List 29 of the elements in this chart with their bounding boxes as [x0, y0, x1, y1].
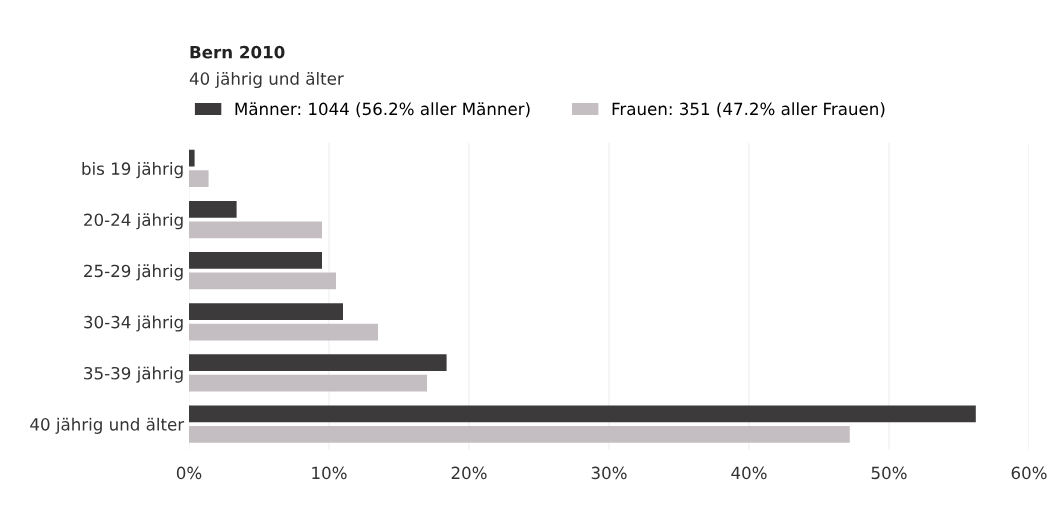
- bar: [189, 149, 195, 167]
- y-tick-label: 35-39 jährig: [84, 366, 183, 383]
- bar: [189, 405, 976, 423]
- chart-subtitle: 40 jährig und älter: [189, 71, 344, 89]
- x-tick-label: 20%: [451, 466, 487, 480]
- x-tick-label: 60%: [1011, 466, 1047, 480]
- bar: [189, 200, 237, 218]
- bar: [189, 323, 378, 341]
- x-tick-label: 40%: [731, 466, 767, 480]
- y-tick-label: 30-34 jährig: [84, 315, 183, 332]
- x-tick-label: 10%: [312, 466, 347, 480]
- bar: [189, 425, 850, 443]
- y-tick-label: 40 jährig und älter: [30, 417, 185, 434]
- x-tick-label: 50%: [871, 466, 907, 480]
- bar: [189, 303, 343, 320]
- x-tick-label: 0%: [176, 466, 202, 480]
- bar: [189, 374, 427, 392]
- y-tick-label: bis 19 jährig: [82, 162, 183, 179]
- y-tick-label: 25-29 jährig: [84, 264, 183, 281]
- bar: [189, 170, 209, 188]
- bar: [189, 221, 322, 239]
- x-tick-label: 30%: [591, 466, 627, 480]
- legend-label: Frauen: 351 (47.2% aller Frauen): [612, 102, 885, 118]
- bar: [189, 252, 322, 269]
- chart-title: Bern 2010: [190, 45, 285, 59]
- legend-label: Männer: 1044 (56.2% aller Männer): [235, 102, 530, 118]
- y-tick-label: 20-24 jährig: [84, 213, 183, 230]
- bar: [189, 354, 447, 372]
- bar: [189, 272, 336, 290]
